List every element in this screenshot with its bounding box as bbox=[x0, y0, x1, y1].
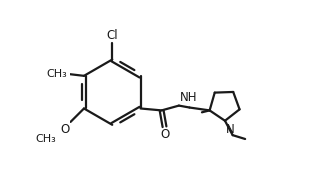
Text: Cl: Cl bbox=[107, 29, 118, 42]
Text: N: N bbox=[226, 123, 235, 136]
Text: CH₃: CH₃ bbox=[36, 134, 56, 144]
Text: O: O bbox=[160, 128, 169, 141]
Text: CH₃: CH₃ bbox=[46, 69, 67, 79]
Text: NH: NH bbox=[180, 91, 197, 104]
Text: O: O bbox=[60, 123, 70, 136]
